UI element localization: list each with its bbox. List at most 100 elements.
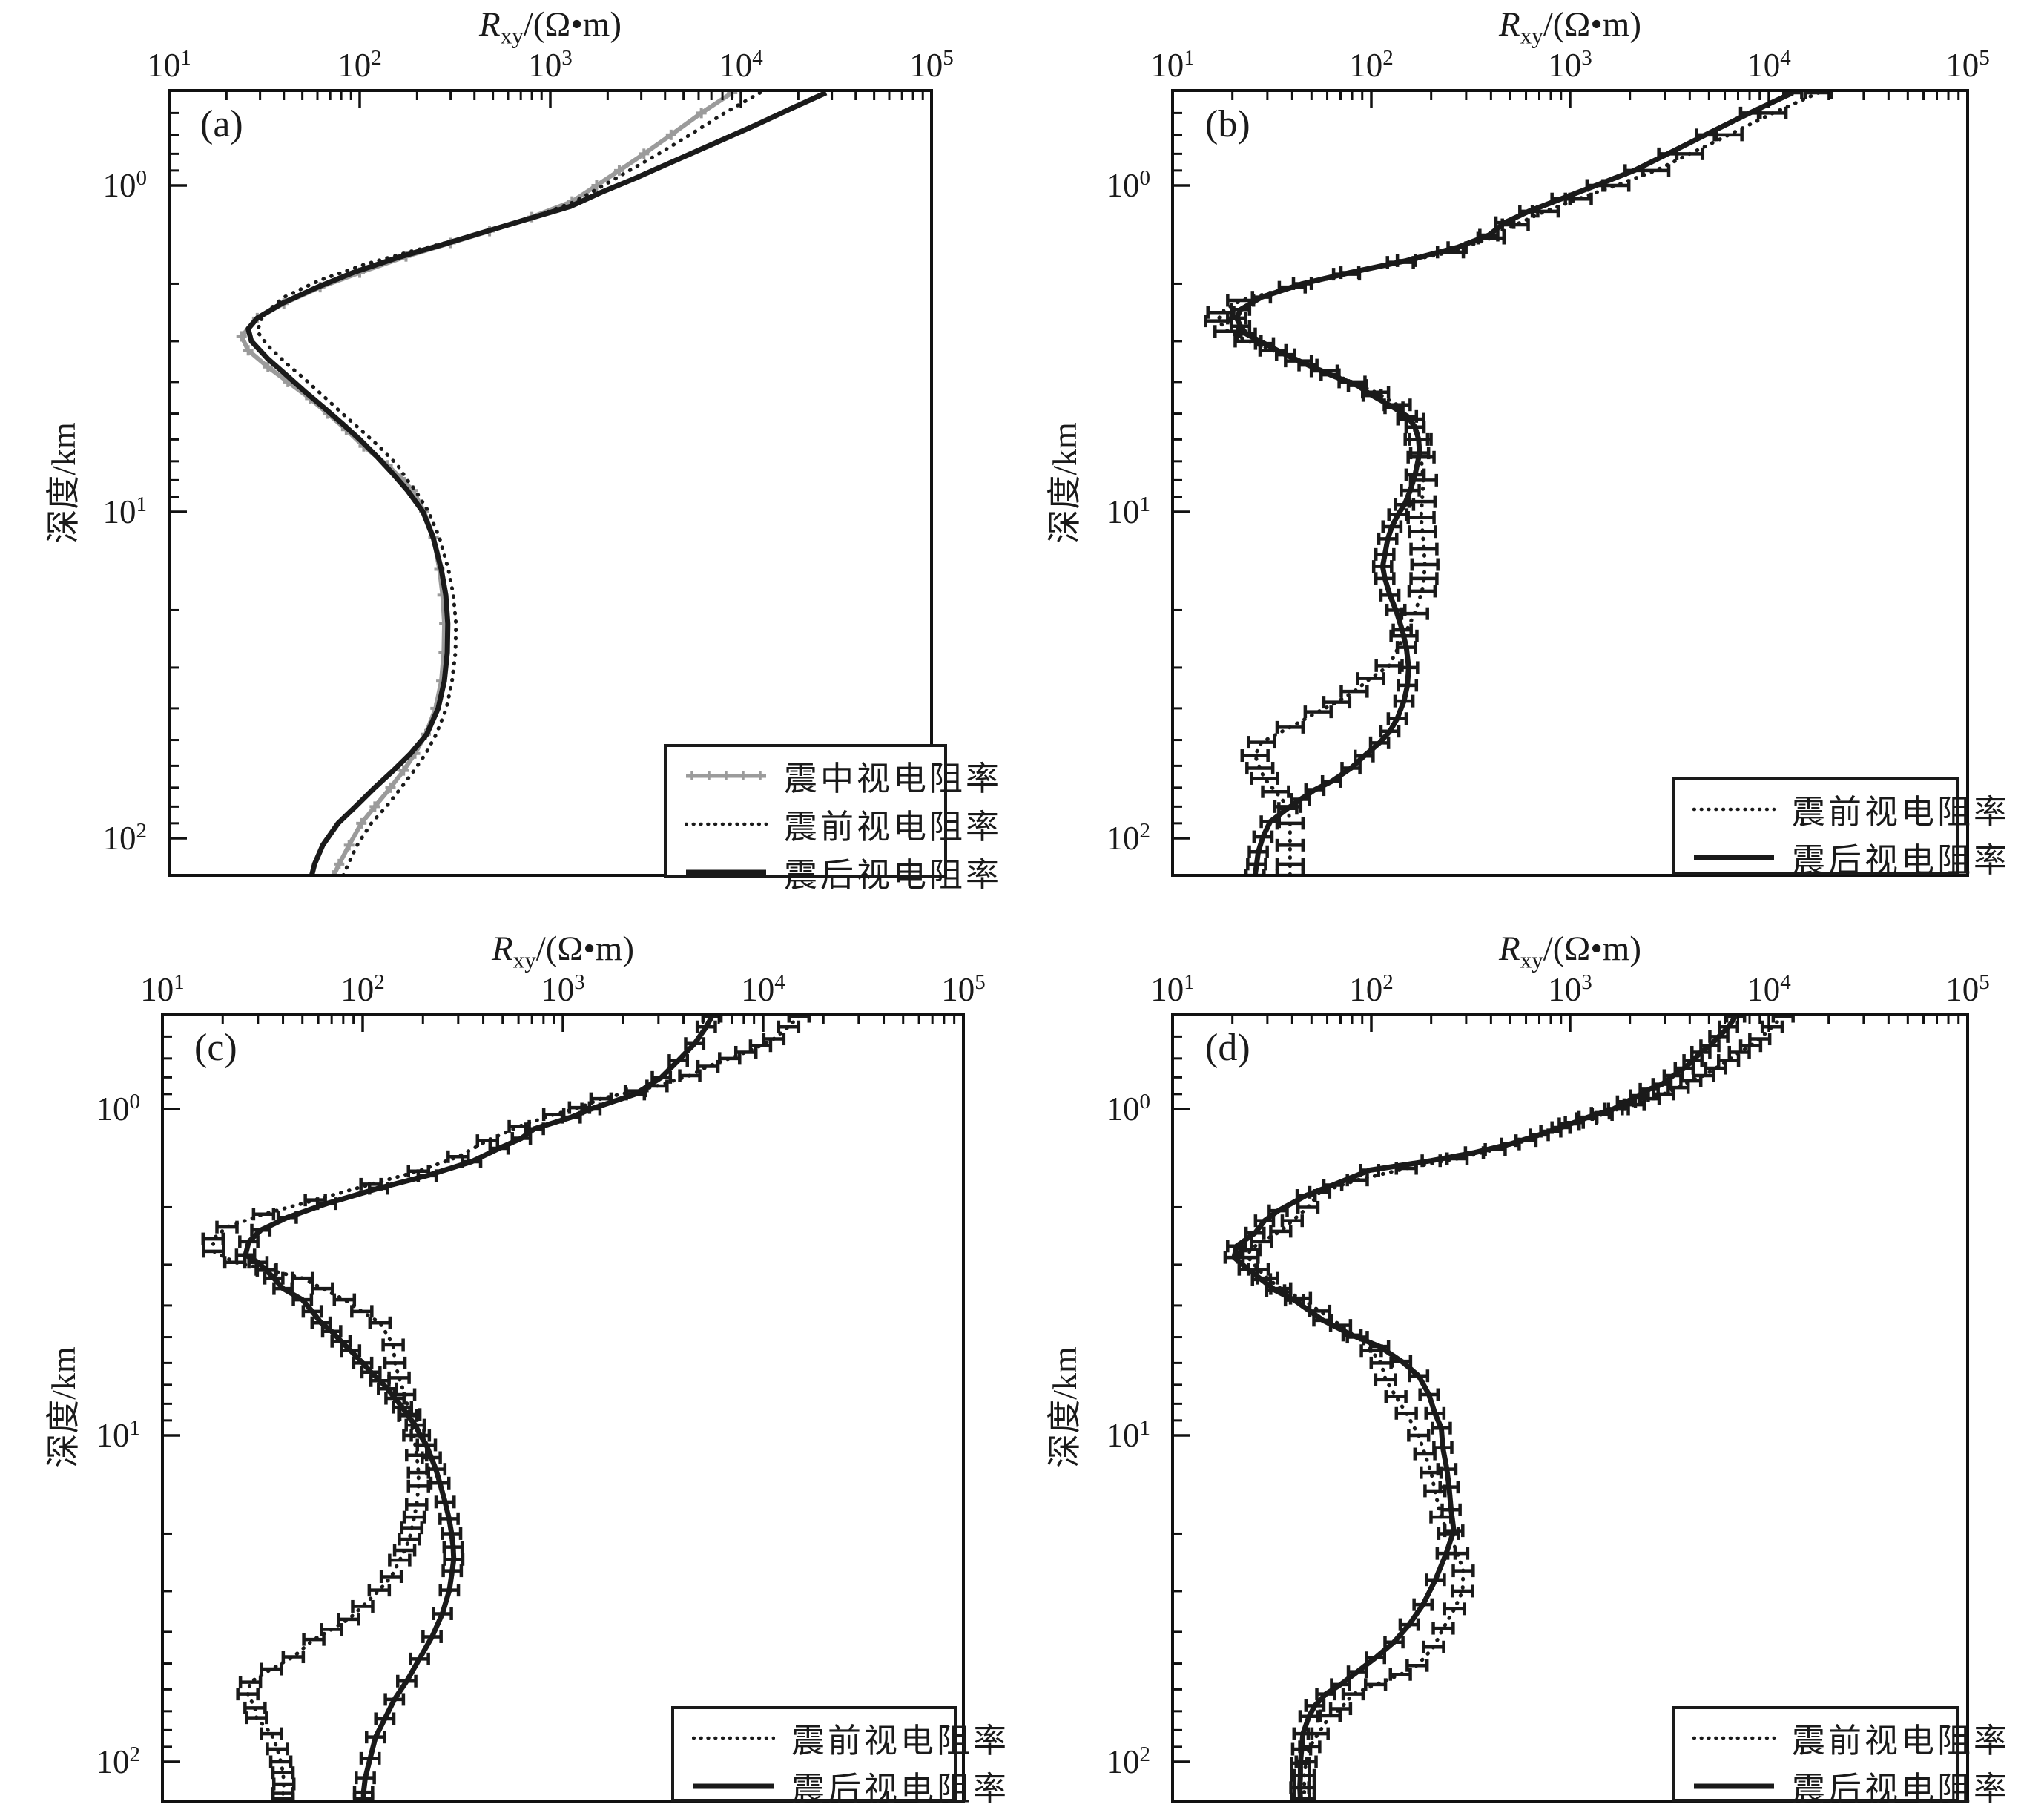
y-axis-title-b: 深度/km <box>1046 422 1084 544</box>
legend-item-label: 震后视电阻率 <box>791 1771 1010 1808</box>
axis-tick-label: 101 <box>1106 1416 1151 1454</box>
x-axis-title-c: Rxy/(Ω•m) <box>492 929 634 973</box>
axis-title-unit: /(Ω•m) <box>1543 5 1642 44</box>
legend-item: 震前视电阻率 <box>667 800 999 848</box>
axis-title-subscript: xy <box>1520 22 1543 49</box>
legend-item-label: 震后视电阻率 <box>784 857 1003 894</box>
axis-tick-label: 102 <box>1106 1742 1151 1780</box>
panel-label-b: (b) <box>1205 103 1250 145</box>
y-axis-title-d: 深度/km <box>1046 1346 1084 1468</box>
legend-panel-d: 震前视电阻率 震后视电阻率 <box>1672 1706 2007 1808</box>
axis-tick-label: 103 <box>528 46 573 84</box>
series-line <box>239 90 733 876</box>
axis-tick-label: 102 <box>1349 970 1394 1008</box>
axis-tick-label: 101 <box>1150 970 1195 1008</box>
legend-line-sample-pre-quake <box>685 822 768 826</box>
legend-item-label: 震前视电阻率 <box>1792 1722 2011 1760</box>
axis-title-variable: R <box>478 5 501 44</box>
plot-area-c <box>201 1013 811 1802</box>
axis-tick-label: 100 <box>1106 166 1151 204</box>
axis-tick-label: 101 <box>140 970 185 1008</box>
panel-label-a: (a) <box>200 103 243 145</box>
legend-line-sample-post-quake <box>686 869 766 875</box>
legend-panel-c: 震前视电阻率 震后视电阻率 <box>671 1706 1006 1808</box>
legend-item-label: 震前视电阻率 <box>1792 794 2011 831</box>
legend-item: 震前视电阻率 <box>1675 1714 2007 1762</box>
legend-line-sample-pre-quake <box>1692 807 1776 811</box>
axis-title-variable: R <box>491 929 513 968</box>
axis-tick-label: 102 <box>96 1742 141 1780</box>
legend-item-label: 震后视电阻率 <box>1792 1771 2011 1808</box>
legend-item: 震后视电阻率 <box>1675 1762 2007 1810</box>
plot-frame-c <box>161 1013 965 1803</box>
axis-title-subscript: xy <box>512 947 536 973</box>
series-line <box>243 1015 715 1800</box>
legend-item: 震前视电阻率 <box>674 1714 1006 1762</box>
axis-tick-label: 105 <box>909 46 954 84</box>
axis-title-subscript: xy <box>1520 947 1543 973</box>
legend-line-sample-post-quake <box>1694 1783 1774 1788</box>
axis-title-variable: R <box>1498 929 1520 968</box>
panel-label-c: (c) <box>194 1027 237 1069</box>
legend-item: 震后视电阻率 <box>674 1762 1006 1810</box>
axis-title-unit: /(Ω•m) <box>523 5 622 44</box>
legend-line-sample-pre-quake <box>1692 1736 1776 1740</box>
axis-tick-label: 102 <box>1349 46 1394 84</box>
axis-tick-label: 103 <box>541 970 585 1008</box>
y-axis-title-c: 深度/km <box>44 1346 82 1468</box>
series-line <box>1246 1014 1785 1801</box>
series-line <box>1233 90 1794 876</box>
series-line <box>1231 1015 1738 1800</box>
axis-tick-label: 101 <box>96 1416 141 1454</box>
series-line <box>211 1014 801 1801</box>
axis-tick-label: 102 <box>102 819 148 857</box>
axis-tick-label: 102 <box>337 46 382 84</box>
legend-line-sample-pre-quake <box>692 1736 775 1740</box>
legend-item: 震后视电阻率 <box>667 848 999 896</box>
legend-item-label: 震后视电阻率 <box>1792 842 2011 879</box>
legend-panel-b: 震前视电阻率 震后视电阻率 <box>1672 777 2007 879</box>
axis-tick-label: 104 <box>1747 970 1791 1008</box>
axis-title-unit: /(Ω•m) <box>1543 929 1642 968</box>
axis-tick-label: 101 <box>1150 46 1195 84</box>
axis-tick-label: 101 <box>147 46 191 84</box>
axis-tick-label: 101 <box>1106 493 1151 530</box>
axis-tick-label: 100 <box>102 166 148 204</box>
series-line <box>245 90 828 876</box>
axis-title-variable: R <box>1498 5 1520 44</box>
axis-tick-label: 105 <box>1945 970 1990 1008</box>
plot-area-d <box>1223 1013 1795 1802</box>
legend-item-label: 震前视电阻率 <box>791 1722 1010 1760</box>
y-axis-title-a: 深度/km <box>44 422 82 544</box>
axis-tick-label: 100 <box>96 1090 141 1128</box>
legend-item-label: 震前视电阻率 <box>784 809 1003 846</box>
x-axis-title-d: Rxy/(Ω•m) <box>1499 929 1641 973</box>
legend-panel-a: 震中视电阻率 震前视电阻率 震后视电阻率 <box>664 744 999 894</box>
plot-area-b <box>1204 90 1833 876</box>
legend-item: 震前视电阻率 <box>1675 785 2007 833</box>
axis-tick-label: 104 <box>719 46 763 84</box>
plot-area-a <box>236 90 828 876</box>
axis-tick-label: 105 <box>941 970 986 1008</box>
axis-tick-label: 102 <box>340 970 385 1008</box>
legend-item-label: 震中视电阻率 <box>784 760 1003 797</box>
axis-tick-label: 103 <box>1548 46 1592 84</box>
axis-tick-label: 105 <box>1945 46 1990 84</box>
axis-tick-label: 102 <box>1106 819 1151 857</box>
legend-line-sample-post-quake <box>693 1783 774 1788</box>
axis-tick-label: 100 <box>1106 1090 1151 1128</box>
axis-tick-label: 103 <box>1548 970 1592 1008</box>
axis-tick-label: 104 <box>1747 46 1791 84</box>
legend-line-sample-post-quake <box>1694 855 1774 860</box>
panel-label-d: (d) <box>1205 1027 1250 1069</box>
legend-item: 震后视电阻率 <box>1675 833 2007 881</box>
plot-frame-b <box>1171 89 1969 877</box>
axis-tick-label: 101 <box>102 493 148 530</box>
x-axis-title-b: Rxy/(Ω•m) <box>1499 4 1641 49</box>
axis-title-unit: /(Ω•m) <box>535 929 635 968</box>
axis-tick-label: 104 <box>741 970 785 1008</box>
legend-item: 震中视电阻率 <box>667 751 999 800</box>
axis-title-subscript: xy <box>500 22 524 49</box>
legend-line-sample-epicenter <box>686 771 766 780</box>
